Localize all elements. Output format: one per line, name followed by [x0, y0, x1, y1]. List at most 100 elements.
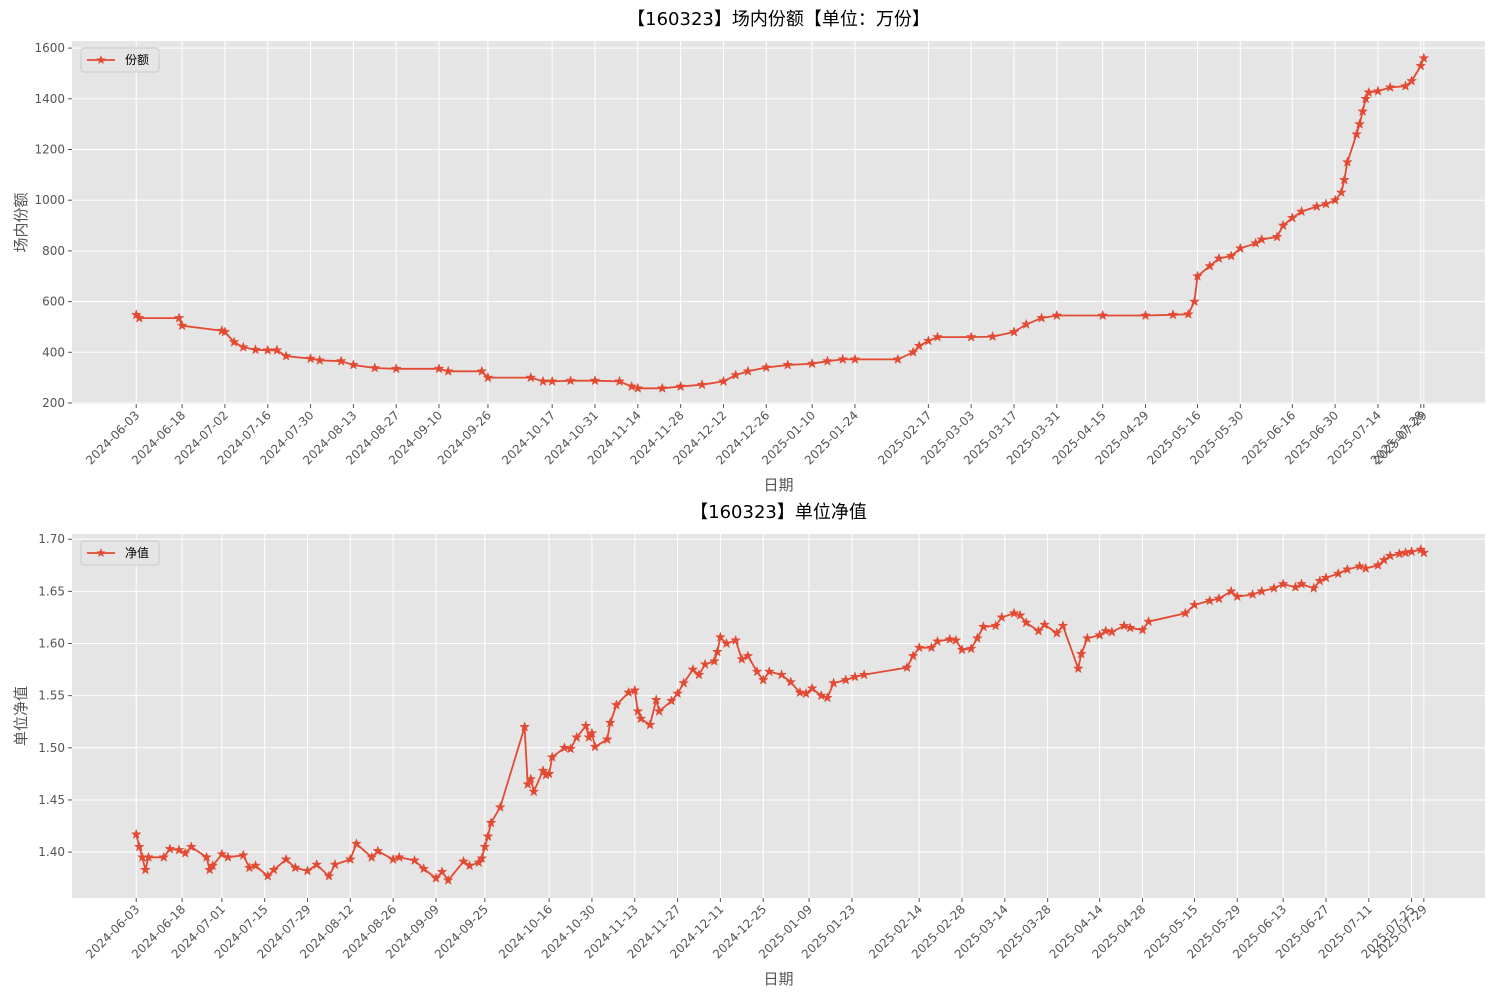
data-point [479, 841, 491, 852]
data-point [387, 853, 399, 865]
data-point [672, 687, 684, 699]
data-point [237, 341, 249, 352]
data-point [280, 853, 292, 865]
data-point [130, 828, 142, 840]
y-tick-label: 600 [42, 295, 65, 309]
data-point [1204, 260, 1216, 271]
chart-title: 【160323】单位净值 [690, 502, 867, 523]
data-point [311, 858, 323, 870]
data-point [840, 674, 852, 685]
data-point [250, 344, 262, 355]
data-point [678, 677, 690, 688]
data-point [806, 357, 818, 369]
data-point [656, 382, 668, 393]
data-point [390, 363, 402, 374]
data-point [1289, 581, 1301, 592]
data-point [528, 785, 540, 797]
data-point [173, 844, 185, 855]
data-point [794, 686, 806, 698]
data-point [932, 635, 944, 647]
data-point [1039, 618, 1050, 630]
data-point [565, 743, 577, 754]
data-point [589, 374, 601, 386]
data-point [849, 671, 861, 682]
data-point [262, 870, 274, 881]
data-point [589, 741, 601, 752]
data-point [1051, 309, 1063, 321]
data-point [1351, 128, 1363, 139]
data-point [653, 705, 665, 717]
data-point [1032, 625, 1044, 636]
data-point [546, 751, 558, 762]
data-point [1188, 295, 1200, 307]
data-point [1143, 615, 1155, 627]
data-point [944, 633, 956, 645]
data-point [133, 841, 145, 852]
data-point [289, 862, 301, 873]
data-point [1204, 595, 1216, 606]
data-point [164, 843, 176, 854]
data-point [228, 336, 240, 347]
legend-label: 份额 [125, 53, 149, 67]
y-tick-label: 1.65 [38, 584, 65, 598]
data-point [179, 847, 191, 858]
data-point [987, 330, 999, 342]
data-point [1271, 231, 1283, 242]
data-point [1057, 620, 1069, 631]
data-point [580, 720, 592, 731]
data-point [623, 686, 635, 698]
data-point [1295, 578, 1307, 589]
data-point [1277, 219, 1289, 231]
data-point [442, 365, 454, 376]
data-point [1014, 609, 1026, 621]
data-point [1100, 625, 1112, 636]
chart-title: 【160323】场内份额【单位：万份】 [627, 9, 930, 30]
data-point [675, 380, 687, 392]
data-point [965, 331, 977, 342]
data-point [1329, 194, 1341, 205]
legend-box [80, 47, 160, 73]
data-point [822, 691, 833, 703]
data-point [464, 859, 476, 871]
legend-box [80, 540, 160, 566]
data-point [393, 851, 405, 863]
data-point [1384, 550, 1396, 561]
data-point [925, 641, 937, 653]
data-point [932, 331, 944, 342]
data-point [185, 841, 197, 852]
data-point [776, 669, 788, 680]
data-point [1097, 309, 1109, 321]
data-point [650, 694, 662, 705]
data-point [219, 326, 231, 337]
data-point [604, 717, 616, 728]
data-point [1295, 205, 1307, 217]
data-point [907, 346, 919, 357]
data-point [433, 363, 445, 374]
plot-area [72, 41, 1485, 404]
data-point [907, 650, 919, 661]
data-point [635, 712, 647, 724]
data-point [950, 634, 962, 646]
data-point [482, 371, 494, 383]
data-point [1247, 588, 1259, 600]
data-point [1354, 560, 1366, 572]
data-point [351, 838, 362, 849]
data-point [158, 851, 170, 863]
data-point [268, 864, 280, 875]
data-point [1338, 174, 1350, 185]
data-point [442, 874, 454, 885]
data-point [1213, 592, 1225, 604]
data-point [990, 620, 1002, 631]
data-point [1072, 662, 1084, 674]
y-tick-label: 1600 [34, 41, 65, 55]
data-point [1418, 547, 1430, 558]
data-point [243, 862, 255, 873]
data-point [1360, 562, 1372, 574]
data-point [736, 653, 748, 664]
data-point [525, 773, 537, 784]
data-point [822, 355, 833, 366]
data-point [546, 375, 558, 387]
data-point [996, 611, 1008, 623]
data-point [1167, 309, 1179, 320]
